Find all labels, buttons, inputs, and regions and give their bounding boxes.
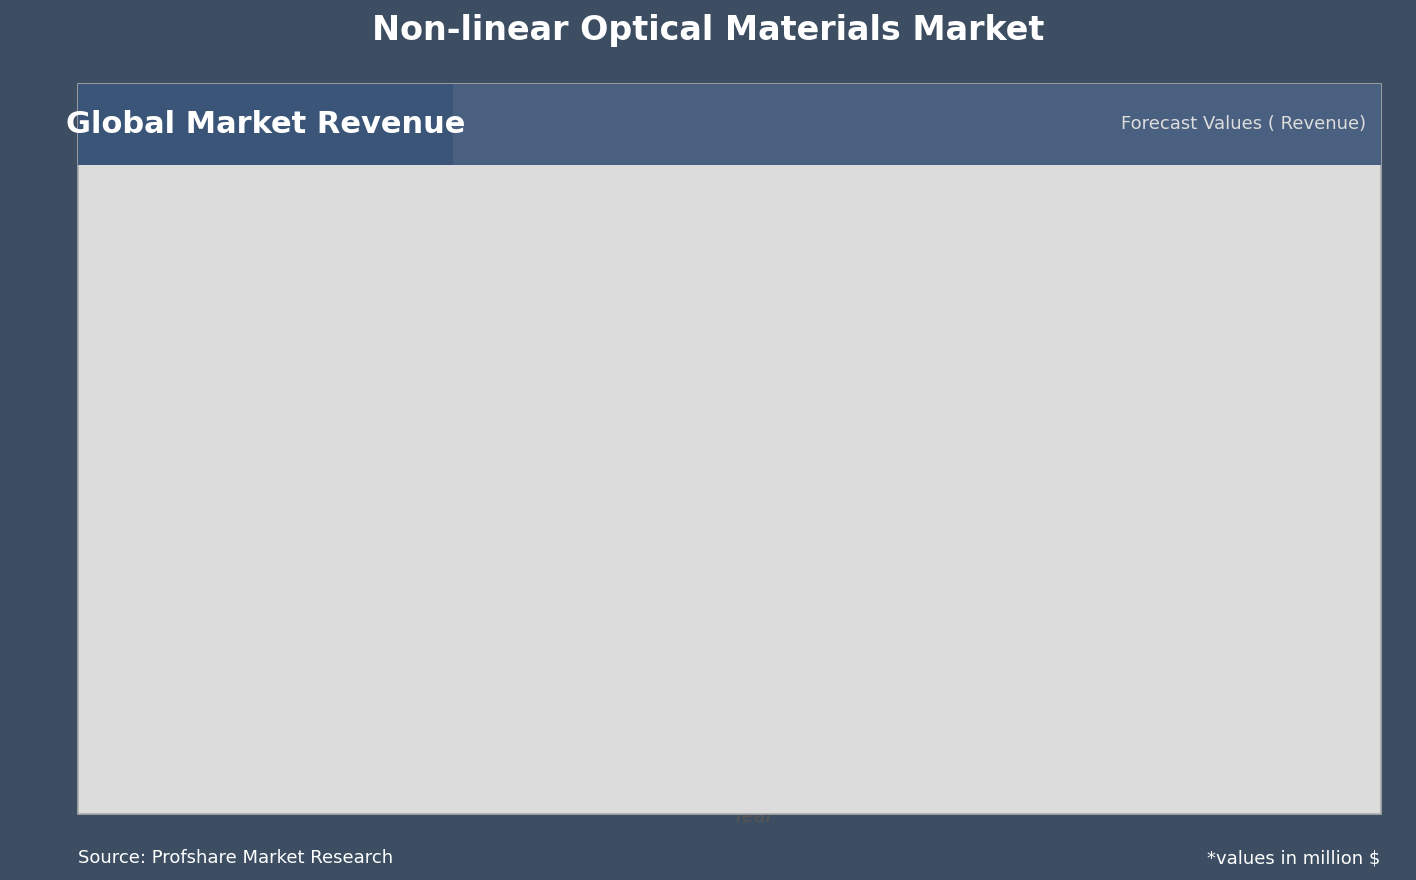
X-axis label: Year: Year [733, 806, 775, 825]
Bar [542, 389, 633, 766]
Bar [210, 458, 302, 766]
Bar [1041, 275, 1131, 766]
Text: Global Market Revenue: Global Market Revenue [65, 110, 466, 138]
Text: Non-linear Optical Materials Market: Non-linear Optical Materials Market [372, 14, 1044, 48]
Bar [875, 318, 966, 766]
Bar [708, 355, 800, 766]
Legend: Revenue: Revenue [164, 200, 316, 243]
Y-axis label: Revenue: Revenue [84, 436, 102, 521]
Text: Source: Profshare Market Research: Source: Profshare Market Research [78, 849, 394, 867]
Bar [377, 427, 467, 766]
Text: *values in million $: *values in million $ [1208, 849, 1381, 867]
Text: Forecast Values ( Revenue): Forecast Values ( Revenue) [1121, 115, 1366, 133]
Bar [1206, 228, 1298, 766]
